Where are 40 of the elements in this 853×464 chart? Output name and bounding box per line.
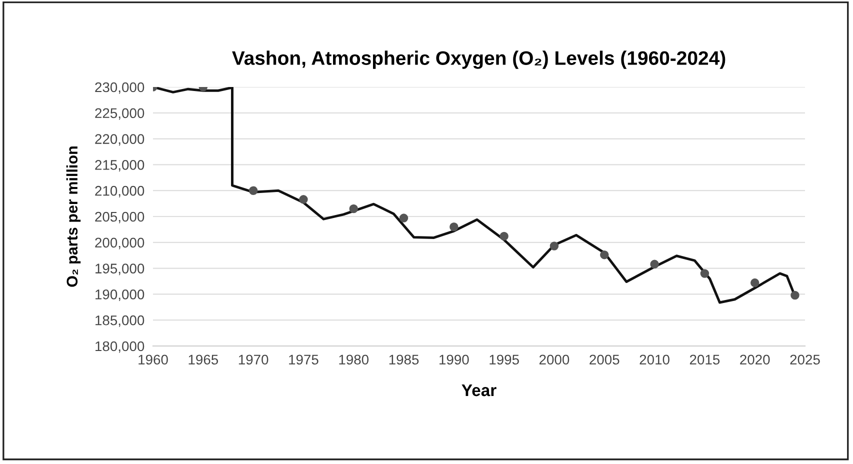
point [600, 250, 609, 260]
x-axis-title: Year [462, 384, 496, 396]
x-tick-label: 2020 [740, 354, 770, 365]
y-tick-label: 200,000 [95, 238, 144, 250]
x-tick-label: 2015 [690, 354, 720, 365]
point [790, 290, 800, 300]
x-tick-label: 2000 [539, 354, 570, 365]
point [349, 204, 358, 214]
x-tick-label: 1985 [389, 354, 419, 365]
x-tick-label: 1965 [188, 354, 218, 365]
point [700, 269, 710, 278]
chart-title: Vashon, Atmospheric Oxygen (O₂) Levels (1960-2024) [232, 50, 726, 69]
y-tick-label: 185,000 [96, 315, 144, 327]
x-tick-label: 1960 [138, 354, 168, 365]
y-tick-label: 205,000 [95, 212, 144, 224]
point [399, 214, 408, 222]
y-tick-label: 220,000 [95, 134, 144, 146]
y-axis-title: O₂ parts per million [66, 146, 81, 287]
x-tick-label: 1975 [289, 354, 318, 365]
point [450, 222, 458, 232]
point [750, 278, 760, 288]
y-tick-label: 210,000 [95, 186, 144, 198]
y-tick-label: 195,000 [96, 264, 144, 276]
x-tick-label: 2010 [640, 354, 670, 365]
x-tick-label: 1995 [490, 354, 519, 365]
y-tick-label: 225,000 [95, 108, 144, 120]
x-tick-label: 1990 [440, 354, 469, 365]
point [650, 260, 659, 269]
y-tick-label: 190,000 [96, 290, 144, 302]
x-tick-label: 2025 [790, 354, 820, 365]
y-tick-label: 230,000 [95, 82, 144, 94]
y-tick-label: 215,000 [95, 160, 144, 172]
point [500, 232, 508, 241]
point [550, 242, 559, 250]
x-tick-label: 1980 [339, 354, 369, 365]
x-tick-label: 2005 [590, 354, 620, 365]
point [299, 195, 308, 204]
x-tick-label: 1970 [238, 354, 268, 365]
y-tick-label: 180,000 [96, 341, 144, 353]
point [248, 186, 258, 195]
